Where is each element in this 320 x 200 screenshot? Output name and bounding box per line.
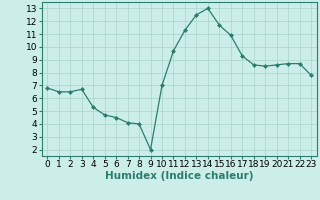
- X-axis label: Humidex (Indice chaleur): Humidex (Indice chaleur): [105, 171, 253, 181]
